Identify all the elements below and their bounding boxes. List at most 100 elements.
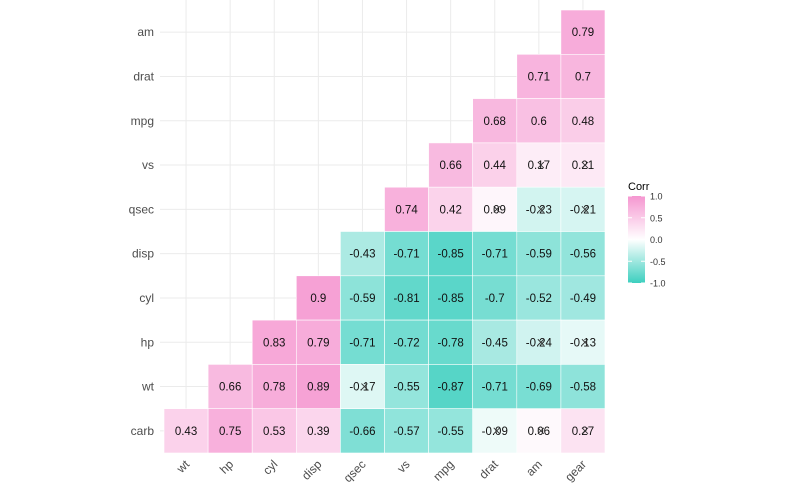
cell-value-label: 0.78 [263, 382, 285, 394]
heatmap-cell [428, 319, 474, 365]
heatmap-cell [207, 364, 253, 409]
cell-value-label: -0.71 [482, 382, 508, 394]
cell-value-label: 0.27 [572, 426, 594, 438]
cell-value-label: -0.66 [349, 426, 375, 438]
cell-value-label: -0.72 [393, 337, 419, 349]
heatmap-cell [472, 408, 518, 454]
legend-colorbar [628, 196, 645, 283]
cell-value-label: -0.17 [349, 382, 375, 394]
heatmap-cell [295, 408, 341, 454]
legend-tick-label: 1.0 [650, 192, 663, 202]
y-tick-label: drat [133, 69, 154, 83]
x-tick-label: drat [476, 457, 501, 482]
cell-value-label: -0.49 [570, 293, 596, 305]
cell-value-label: 0.83 [263, 337, 285, 349]
cell-value-label: -0.69 [526, 382, 552, 394]
insignificant-mark [537, 427, 545, 435]
legend-title: Corr [628, 181, 650, 193]
x-axis-labels: wt hp cyl disp qsec vs mpg drat am gear [173, 457, 589, 485]
legend-tick-label: 0.0 [650, 235, 663, 245]
insignificant-mark [493, 427, 501, 435]
cell-value-label: -0.13 [570, 337, 596, 349]
heatmap-cell [295, 364, 341, 409]
y-tick-label: vs [142, 158, 154, 172]
cell-value-label: 0.06 [528, 426, 550, 438]
heatmap-cell [560, 53, 606, 99]
heatmap-cell [472, 364, 518, 409]
cell-value-label: -0.85 [438, 249, 464, 261]
cell-value-label: -0.85 [438, 293, 464, 305]
y-tick-label: carb [131, 424, 155, 438]
heatmap-cell [560, 231, 606, 277]
cell-value-label: 0.66 [439, 160, 461, 172]
cell-value-label: 0.39 [307, 426, 329, 438]
cell-value-label: 0.44 [484, 160, 507, 172]
insignificant-mark [537, 206, 545, 213]
heatmap-cell [295, 319, 341, 365]
heatmap-cell [560, 98, 606, 144]
x-tick-label: disp [299, 457, 325, 483]
x-tick-label: gear [562, 457, 589, 484]
heatmap-cell [384, 231, 429, 277]
cell-value-label: -0.78 [438, 337, 464, 349]
heatmap-cell [207, 408, 253, 454]
heatmap-cell [384, 319, 429, 365]
cell-value-label: 0.74 [395, 204, 418, 216]
cell-value-label: 0.43 [175, 426, 197, 438]
cell-value-label: 0.09 [484, 204, 506, 216]
x-tick-label: mpg [430, 457, 456, 483]
cell-value-label: -0.45 [482, 337, 508, 349]
insignificant-mark [581, 338, 589, 346]
heatmap-cell [560, 408, 606, 454]
cell-value-label: 0.79 [572, 27, 594, 39]
heatmap-cell [560, 9, 606, 55]
heatmap-cell [472, 98, 518, 144]
cell-value-label: 0.89 [307, 382, 329, 394]
heatmap-cell [295, 275, 341, 321]
cell-value-label: 0.6 [531, 116, 547, 128]
cell-value-label: -0.57 [393, 426, 419, 438]
x-tick-label: am [523, 457, 545, 479]
heatmap-cell [384, 275, 429, 321]
heatmap-cell [384, 364, 429, 409]
heatmap-cell [428, 408, 474, 454]
cell-value-label: -0.21 [570, 204, 596, 216]
legend-tick-label: 0.5 [650, 213, 663, 223]
y-tick-label: mpg [131, 114, 154, 128]
cell-value-label: -0.87 [438, 382, 464, 394]
heatmap-cell [516, 319, 562, 365]
cell-value-label: -0.23 [526, 204, 552, 216]
y-axis-labels: am drat mpg vs qsec disp cyl hp wt carb [129, 25, 155, 438]
cells: 0.79 0.71 0.7 0.68 0.6 0.48 0.66 0.44 0.17 0.21 0.… [163, 9, 606, 454]
heatmap-cell [428, 231, 474, 277]
insignificant-mark [581, 206, 589, 213]
cell-value-label: -0.55 [393, 382, 419, 394]
x-tick-label: wt [173, 457, 193, 477]
cell-value-label: 0.48 [572, 116, 594, 128]
heatmap-cell [340, 275, 385, 321]
cell-value-label: -0.56 [570, 249, 596, 261]
heatmap-cell [251, 364, 297, 409]
cell-value-label: -0.52 [526, 293, 552, 305]
heatmap-cell [560, 319, 606, 365]
insignificant-mark [581, 427, 589, 435]
cell-value-label: -0.55 [438, 426, 464, 438]
heatmap-cell [251, 319, 297, 365]
y-tick-label: cyl [139, 291, 154, 305]
cell-value-label: 0.7 [575, 71, 591, 83]
cell-value-label: 0.71 [528, 71, 550, 83]
y-tick-label: am [137, 25, 154, 39]
y-tick-label: disp [132, 247, 154, 261]
x-tick-label: vs [394, 457, 412, 475]
heatmap-cell [340, 408, 385, 454]
cell-value-label: 0.68 [484, 116, 506, 128]
x-tick-label: qsec [341, 457, 369, 485]
insignificant-mark [537, 338, 545, 346]
insignificant-mark [493, 206, 501, 213]
cell-value-label: -0.71 [349, 337, 375, 349]
heatmap-cell [472, 142, 518, 188]
x-tick-label: cyl [260, 457, 280, 477]
y-tick-label: hp [141, 335, 155, 349]
